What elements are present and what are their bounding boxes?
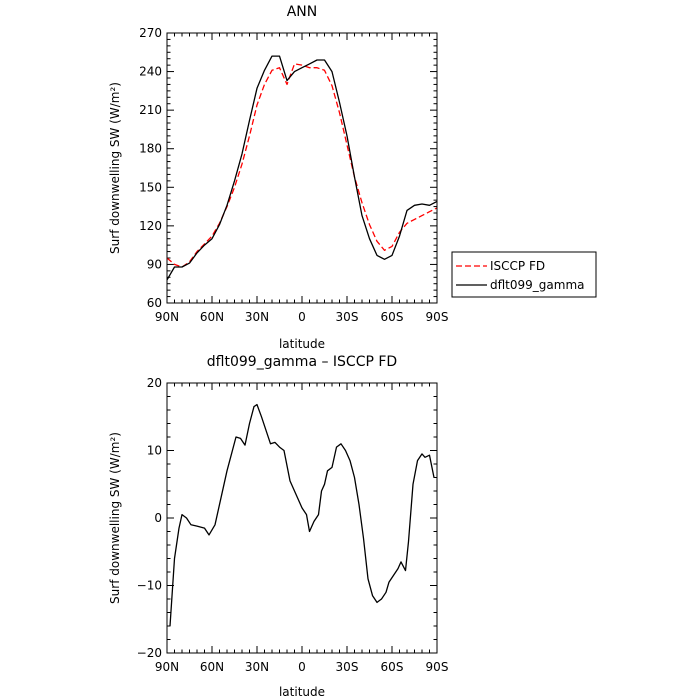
top-x-tick-label: 90S [426, 310, 449, 324]
top-y-tick-label: 90 [147, 257, 162, 271]
bottom-x-tick-label: 0 [298, 660, 306, 674]
bottom-y-tick-label: 0 [154, 511, 162, 525]
top-y-axis-label: Surf downwelling SW (W/m²) [108, 82, 122, 254]
bottom-y-tick-label: −20 [137, 646, 162, 660]
top-y-tick-label: 180 [139, 142, 162, 156]
legend: ISCCP FD dflt099_gamma [451, 251, 597, 298]
legend-box [451, 251, 597, 298]
top-x-tick-label: 60N [200, 310, 224, 324]
top-y-tick-label: 270 [139, 26, 162, 40]
top-series-line-isccp-fd [166, 63, 438, 268]
legend-label-dflt099-gamma: dflt099_gamma [490, 278, 585, 292]
bottom-x-tick-label: 60S [381, 660, 404, 674]
top-y-tick-label: 210 [139, 103, 162, 117]
top-panel: ANN 90N 60N 30N 0 30S 60S 90S 60 90 120 150 180 210 2… [108, 4, 448, 351]
bottom-series-line-diff-0 [169, 403, 435, 627]
top-y-tick-label: 240 [139, 65, 162, 79]
bottom-plot-frame [166, 382, 438, 654]
bottom-chart-title: dflt099_gamma – ISCCP FD [207, 354, 397, 370]
bottom-x-tick-label: 60N [200, 660, 224, 674]
top-plot-frame [166, 32, 438, 304]
legend-label-isccp: ISCCP FD [490, 259, 545, 273]
bottom-plot-area: 90N 60N 30N 0 30S 60S 90S −20 −10 0 10 20 [137, 376, 449, 674]
top-y-tick-label: 60 [147, 296, 162, 310]
top-x-axis-label: latitude [279, 337, 325, 351]
top-x-tick-label: 90N [155, 310, 179, 324]
bottom-x-tick-label: 30S [336, 660, 359, 674]
top-plot-area: 90N 60N 30N 0 30S 60S 90S 60 90 120 150 180 210 240 27… [139, 26, 448, 324]
top-y-tick-label: 120 [139, 219, 162, 233]
bottom-y-tick-label: 10 [147, 444, 162, 458]
top-x-tick-label: 60S [381, 310, 404, 324]
top-x-tick-label: 30N [245, 310, 269, 324]
bottom-panel: dflt099_gamma – ISCCP FD 90N 60N 30N 0 30S 60… [108, 354, 448, 699]
top-chart-title: ANN [287, 4, 318, 20]
top-y-tick-label: 150 [139, 180, 162, 194]
top-x-tick-label: 30S [336, 310, 359, 324]
bottom-x-tick-label: 90S [426, 660, 449, 674]
top-x-tick-label: 0 [298, 310, 306, 324]
bottom-x-axis-label: latitude [279, 685, 325, 699]
bottom-x-tick-label: 90N [155, 660, 179, 674]
bottom-y-tick-label: −10 [137, 579, 162, 593]
top-series-line-dflt099-gamma [166, 55, 438, 281]
bottom-x-tick-label: 30N [245, 660, 269, 674]
bottom-y-tick-label: 20 [147, 376, 162, 390]
bottom-y-axis-label: Surf downwelling SW (W/m²) [108, 432, 122, 604]
